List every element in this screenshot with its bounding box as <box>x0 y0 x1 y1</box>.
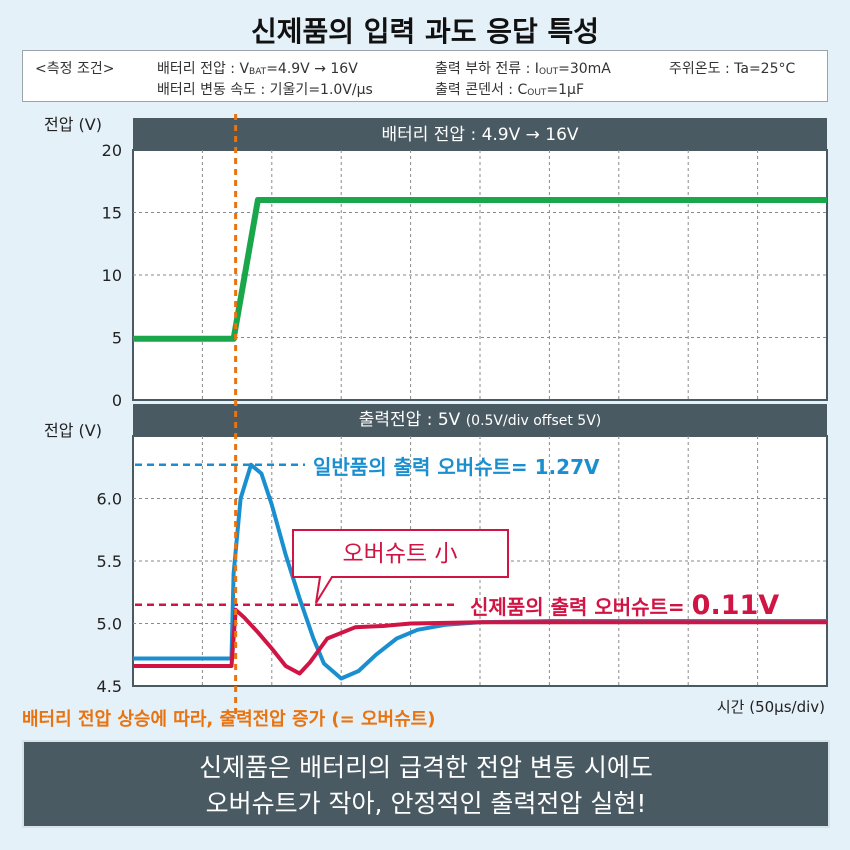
condition-battery-voltage: 배터리 전압 : VBAT=4.9V → 16V <box>157 58 358 78</box>
capacitor-sub: OUT <box>527 88 547 98</box>
capacitor-value: =1μF <box>546 82 585 98</box>
summary-box: 신제품은 배터리의 급격한 전압 변동 시에도 오버슈트가 작아, 안정적인 출… <box>22 740 830 828</box>
callout-text: 오버슈트 小 <box>343 541 458 567</box>
new-product-output-trace <box>133 607 827 676</box>
panel-1-y-tick-label: 10 <box>102 266 122 285</box>
battery-voltage-trace <box>133 197 827 342</box>
panel-1-header-text: 배터리 전압 : 4.9V → 16V <box>381 125 578 145</box>
panel-1-y-tick-label: 5 <box>112 329 122 348</box>
panel-2-y-axis-label: 전압 (V) <box>44 421 102 440</box>
battery-voltage-value: =4.9V → 16V <box>266 61 358 77</box>
summary-line-2: 오버슈트가 작아, 안정적인 출력전압 실현! <box>205 789 647 818</box>
load-current-sub: OUT <box>538 67 559 77</box>
panel-2-y-tick-label: 5.5 <box>97 552 122 571</box>
input-change-note: 배터리 전압 상승에 따라, 출력전압 증가 (= 오버슈트) <box>22 709 435 730</box>
panel-1-header-bar <box>133 118 827 150</box>
page-title: 신제품의 입력 과도 응답 특성 <box>250 15 600 48</box>
x-axis-label: 시간 (50μs/div) <box>717 698 825 716</box>
panel-1-y-axis-label: 전압 (V) <box>44 115 102 134</box>
panel-2-header-text: 출력전압 : 5V (0.5V/div offset 5V) <box>359 410 602 430</box>
new-product-overshoot-value: 0.11V <box>692 590 780 621</box>
battery-voltage-prefix: 배터리 전압 : V <box>157 61 250 77</box>
load-current-prefix: 출력 부하 전류 : I <box>435 61 539 77</box>
panel-2-header-bar <box>133 404 827 436</box>
panel-2-y-tick-label: 5.0 <box>97 615 122 634</box>
summary-line-1: 신제품은 배터리의 급격한 전압 변동 시에도 <box>199 753 653 782</box>
condition-ambient: 주위온도 : Ta=25°C <box>669 61 796 77</box>
new-product-overshoot-label-text: 신제품의 출력 오버슈트= <box>470 595 692 619</box>
measurement-conditions: <측정 조건> 배터리 전압 : VBAT=4.9V → 16V 출력 부하 전… <box>22 50 828 102</box>
conventional-overshoot-label: 일반품의 출력 오버슈트= 1.27V <box>313 455 600 479</box>
panel-2-y-tick-label: 4.5 <box>97 677 122 696</box>
conditions-label: <측정 조건> <box>35 61 115 77</box>
panel-2-header-main: 출력전압 : 5V <box>359 410 466 430</box>
condition-capacitor: 출력 콘덴서 : COUT=1μF <box>435 79 584 99</box>
panel-1-y-tick-label: 15 <box>102 204 122 223</box>
condition-load-current: 출력 부하 전류 : IOUT=30mA <box>435 58 611 78</box>
panel-2-y-tick-label: 6.0 <box>97 490 122 509</box>
condition-slew: 배터리 변동 속도 : 기울기=1.0V/μs <box>157 82 373 98</box>
callout-bubble <box>292 529 509 604</box>
capacitor-prefix: 출력 콘덴서 : C <box>435 82 528 98</box>
panel-1-y-tick-label: 20 <box>102 141 122 160</box>
battery-voltage-sub: BAT <box>249 67 267 77</box>
new-product-overshoot-label: 신제품의 출력 오버슈트= 0.11V <box>470 590 779 621</box>
panel-1-y-tick-label: 0 <box>112 391 122 410</box>
panel-2-header-sub: (0.5V/div offset 5V) <box>466 413 602 429</box>
load-current-value: =30mA <box>558 61 611 77</box>
